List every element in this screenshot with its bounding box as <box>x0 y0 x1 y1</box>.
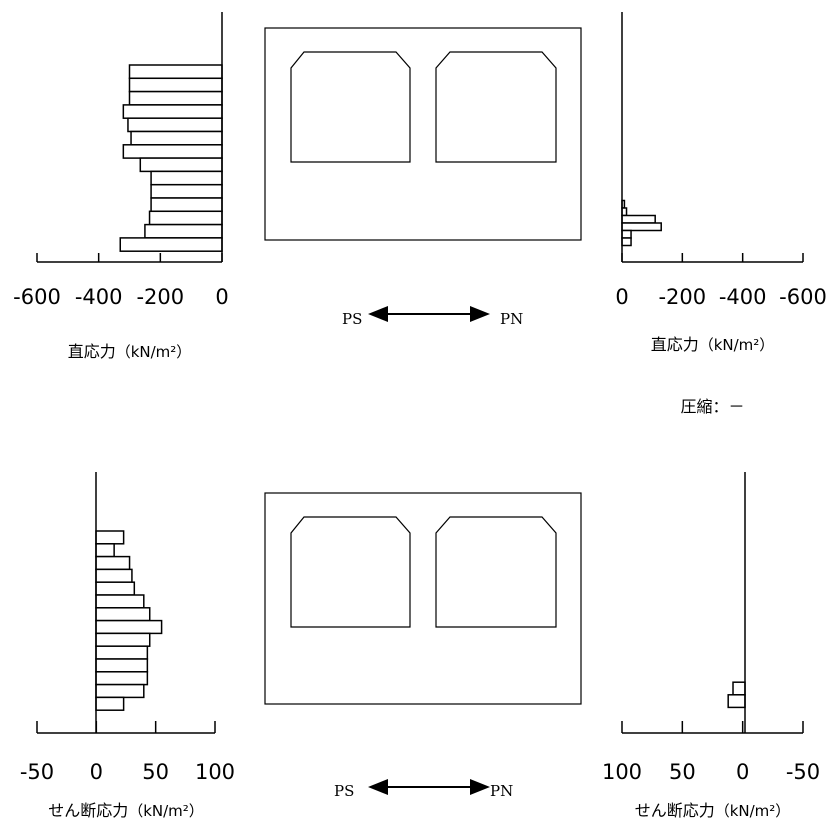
bar <box>150 170 223 186</box>
axis-title-unit: （kN/m²） <box>128 802 204 820</box>
axis-title-text: せん断応力 <box>635 801 715 820</box>
culvert-cell-left <box>290 51 411 163</box>
culvert-outline <box>264 492 582 705</box>
arrow-head-right-icon <box>470 779 490 795</box>
bar <box>148 210 223 226</box>
bar <box>128 77 223 93</box>
chart-shear-stress-ps: -50 0 50 100 せん断応力（kN/m²） <box>20 472 235 820</box>
bar <box>95 658 149 673</box>
bar <box>128 90 223 106</box>
bar <box>95 555 131 571</box>
chart-normal-stress-pn: 0 -200 -400 -600 直応力（kN/m²） 圧縮：－ <box>615 12 827 416</box>
x-tick-label: 50 <box>669 760 696 784</box>
bar <box>621 222 662 232</box>
bar <box>621 229 632 239</box>
x-tick-label: -200 <box>136 285 184 309</box>
axis-title-text: せん断応力 <box>48 801 128 820</box>
axis-title-unit: （kN/m²） <box>116 343 192 361</box>
bar <box>95 671 149 686</box>
x-tick-label: 0 <box>90 760 103 784</box>
x-tick-label: -200 <box>658 285 706 309</box>
bar <box>732 681 746 696</box>
bar <box>144 223 223 239</box>
direction-label-pn: PN <box>500 310 523 328</box>
culvert-cell-right <box>435 516 557 628</box>
x-tick-label: -600 <box>779 285 827 309</box>
x-tick-label: 100 <box>602 760 642 784</box>
direction-arrow-top: PS PN <box>342 306 523 328</box>
arrow-head-left-icon <box>368 306 388 322</box>
direction-arrow-bottom: PS PN <box>334 779 513 800</box>
x-tick-label: -50 <box>20 760 54 784</box>
bar <box>95 632 151 647</box>
bar <box>119 237 223 252</box>
bar <box>95 568 133 583</box>
axis-title: 直応力（kN/m²） <box>68 342 192 361</box>
x-tick-label: -600 <box>13 285 61 309</box>
bar <box>127 117 223 133</box>
axis-title: せん断応力（kN/m²） <box>48 801 204 820</box>
axis-title-text: 直応力 <box>68 342 116 361</box>
bar <box>95 530 125 545</box>
bar <box>621 214 656 224</box>
bar <box>95 696 125 711</box>
axis-title-unit: （kN/m²） <box>699 336 775 354</box>
bar <box>95 607 151 622</box>
culvert-cell-right <box>435 51 557 163</box>
axis-title-text: 直応力 <box>651 335 699 354</box>
direction-label-ps: PS <box>342 310 362 328</box>
chart-normal-stress-ps: -600 -400 -200 0 直応力（kN/m²） <box>13 12 229 361</box>
bar <box>727 694 746 709</box>
arrow-head-right-icon <box>470 306 490 322</box>
x-tick-label: -400 <box>719 285 767 309</box>
bar <box>95 581 136 596</box>
bar <box>95 619 163 635</box>
bar <box>95 645 149 660</box>
x-tick-label: 100 <box>195 760 235 784</box>
axis-title-unit: （kN/m²） <box>715 802 791 820</box>
bar <box>95 543 115 558</box>
compression-note: 圧縮：－ <box>680 397 744 416</box>
chart-shear-stress-pn: 100 50 0 -50 せん断応力（kN/m²） <box>602 472 820 820</box>
direction-label-pn: PN <box>490 782 513 800</box>
axis-title: せん断応力（kN/m²） <box>635 801 791 820</box>
bar <box>95 683 145 699</box>
direction-label-ps: PS <box>334 782 354 800</box>
bar <box>130 130 223 146</box>
bar <box>139 157 223 173</box>
bar <box>95 594 145 609</box>
bar <box>122 144 223 159</box>
x-tick-label: 0 <box>615 285 628 309</box>
culvert-section-top <box>264 27 582 241</box>
x-tick-label: -50 <box>786 760 820 784</box>
x-tick-label: 0 <box>215 285 228 309</box>
culvert-cell-left <box>290 516 411 628</box>
x-tick-label: -400 <box>75 285 123 309</box>
x-tick-label: 0 <box>736 760 749 784</box>
axis-title: 直応力（kN/m²） <box>651 335 775 354</box>
arrow-head-left-icon <box>368 779 388 795</box>
x-tick-label: 50 <box>142 760 169 784</box>
culvert-outline <box>264 27 582 241</box>
bar <box>150 183 223 199</box>
culvert-section-bottom <box>264 492 582 705</box>
bar <box>621 237 632 247</box>
bar <box>150 197 223 213</box>
bar <box>128 64 223 80</box>
bar <box>122 104 223 119</box>
